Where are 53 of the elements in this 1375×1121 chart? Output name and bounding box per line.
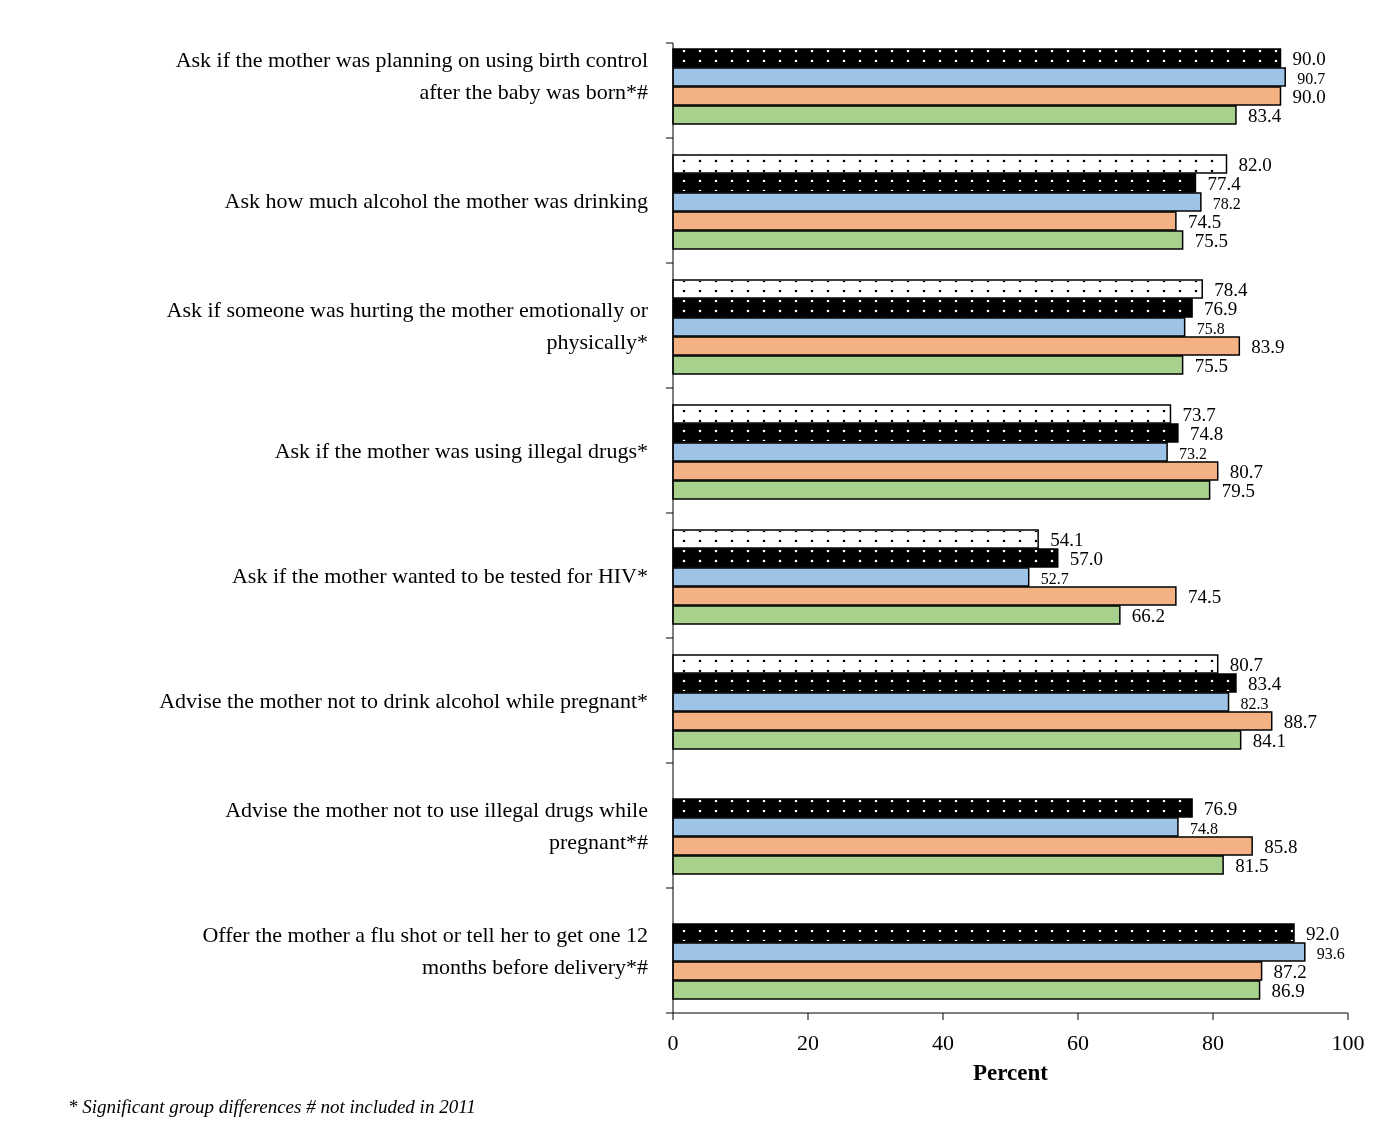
data-label: 78.4 xyxy=(1214,278,1248,300)
data-label: 52.7 xyxy=(1040,569,1069,587)
y-tick-label: Ask if someone was hurting the mother emotionally or physically* xyxy=(166,296,649,354)
y-tick-label: Advise the mother not to use illegal drugs while pregnant*# xyxy=(225,796,648,854)
data-label: 74.5 xyxy=(1187,210,1222,232)
data-label: 82.0 xyxy=(1238,153,1272,175)
x-tick-label: 0 xyxy=(667,1030,679,1055)
data-label: 92.0 xyxy=(1306,922,1340,944)
data-label: 87.2 xyxy=(1273,960,1307,982)
data-label: 90.0 xyxy=(1292,47,1326,69)
data-label: 81.5 xyxy=(1235,854,1269,876)
data-label: 82.3 xyxy=(1240,694,1269,712)
data-label: 85.8 xyxy=(1264,835,1298,857)
data-label: 76.9 xyxy=(1204,297,1238,319)
data-label: 80.7 xyxy=(1229,460,1263,482)
data-label: 80.7 xyxy=(1229,653,1263,675)
y-tick-label: Advise the mother not to drink alcohol while pregnant* xyxy=(159,687,648,713)
y-tick-label: Ask if the mother was planning on using birth control after the baby was born*# xyxy=(175,46,648,104)
data-label: 75.5 xyxy=(1194,354,1228,376)
data-label: 84.1 xyxy=(1252,729,1286,751)
y-tick-label: Ask how much alcohol the mother was drinking xyxy=(224,187,648,213)
y-tick-label: Offer the mother a flu shot or tell her to get one 12 months before delivery*# xyxy=(202,921,648,979)
data-label: 88.7 xyxy=(1283,710,1317,732)
data-label: 83.4 xyxy=(1247,672,1282,694)
data-label: 57.0 xyxy=(1069,547,1103,569)
data-label: 76.9 xyxy=(1204,797,1238,819)
data-label: 66.2 xyxy=(1131,604,1166,626)
x-axis-title: Percent xyxy=(973,1060,1049,1085)
data-label: 54.1 xyxy=(1050,528,1084,550)
x-tick-label: 80 xyxy=(1202,1030,1224,1055)
data-label: 74.8 xyxy=(1189,819,1218,837)
x-tick-label: 20 xyxy=(797,1030,819,1055)
data-label: 90.0 xyxy=(1292,85,1326,107)
data-label: 75.5 xyxy=(1194,229,1228,251)
data-label: 90.7 xyxy=(1297,69,1326,87)
x-tick-label: 100 xyxy=(1331,1030,1365,1055)
data-label: 74.8 xyxy=(1189,422,1224,444)
data-label: 77.4 xyxy=(1207,172,1242,194)
data-label: 73.7 xyxy=(1182,403,1216,425)
data-label: 73.2 xyxy=(1179,444,1208,462)
data-label: 83.4 xyxy=(1247,104,1282,126)
data-label: 74.5 xyxy=(1187,585,1222,607)
data-label: 83.9 xyxy=(1251,335,1285,357)
text: * Significant group differences # not included in 2011 xyxy=(68,1096,476,1117)
y-tick-label: Ask if the mother was using illegal drugs* xyxy=(274,437,648,463)
x-tick-label: 40 xyxy=(932,1030,954,1055)
data-label: 86.9 xyxy=(1271,979,1305,1001)
data-label: 78.2 xyxy=(1212,194,1241,212)
x-tick-label: 60 xyxy=(1067,1030,1089,1055)
y-tick-label: Ask if the mother wanted to be tested for HIV* xyxy=(231,562,648,588)
data-label: 93.6 xyxy=(1316,944,1345,962)
data-label: 79.5 xyxy=(1221,479,1255,501)
data-label: 75.8 xyxy=(1196,319,1225,337)
